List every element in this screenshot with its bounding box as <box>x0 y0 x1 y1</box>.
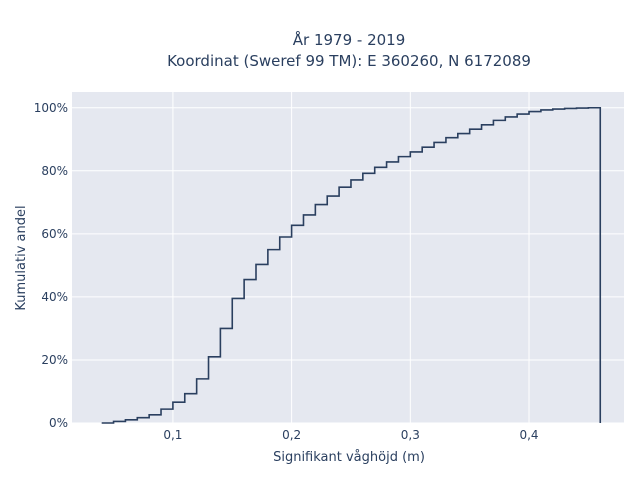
x-tick-label: 0,2 <box>282 428 301 442</box>
grid <box>72 92 624 424</box>
plot-area <box>72 92 624 423</box>
chart-title-line-2: Koordinat (Sweref 99 TM): E 360260, N 61… <box>167 52 531 70</box>
chart-title-line-1: År 1979 - 2019 <box>293 30 406 49</box>
x-tick-labels: 0,1 0,2 0,3 0,4 <box>163 428 538 442</box>
y-tick-label: 0% <box>49 416 68 430</box>
x-tick-label: 0,1 <box>163 428 182 442</box>
y-axis-title: Kumulativ andel <box>14 205 29 310</box>
x-tick-label: 0,4 <box>519 428 538 442</box>
y-tick-label: 80% <box>41 164 68 178</box>
x-tick-label: 0,3 <box>401 428 420 442</box>
y-tick-label: 60% <box>41 227 68 241</box>
y-tick-label: 20% <box>41 353 68 367</box>
y-tick-label: 40% <box>41 290 68 304</box>
x-axis-title: Signifikant våghöjd (m) <box>273 450 425 465</box>
ecdf-step-line <box>101 106 602 424</box>
y-tick-label: 100% <box>34 101 68 115</box>
y-tick-labels: 0% 20% 40% 60% 80% 100% <box>34 101 68 430</box>
